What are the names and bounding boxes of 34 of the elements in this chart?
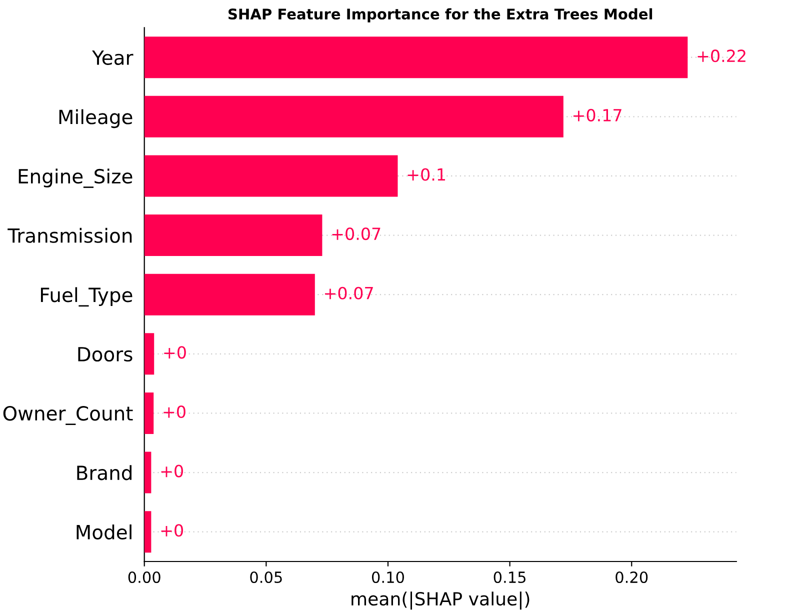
y-tick-label: Brand bbox=[77, 465, 132, 480]
y-tick-label: Fuel_Type bbox=[40, 287, 132, 307]
x-tick-label: 0.05 bbox=[250, 571, 282, 584]
data-label: +0 bbox=[161, 464, 183, 478]
data-label: +0 bbox=[161, 524, 183, 537]
x-axis-title: mean(|SHAP value|) bbox=[352, 592, 530, 610]
data-label: +0 bbox=[164, 405, 186, 418]
bar bbox=[144, 274, 315, 316]
data-label: +0.07 bbox=[332, 228, 380, 240]
data-label: +0.17 bbox=[574, 108, 622, 122]
data-label: +0.22 bbox=[698, 50, 746, 62]
y-tick-label: Transmission bbox=[8, 228, 132, 243]
bar bbox=[144, 155, 398, 197]
bar bbox=[144, 333, 154, 375]
bar bbox=[144, 96, 564, 138]
bar bbox=[144, 392, 154, 434]
y-tick-label: Owner_Count bbox=[3, 406, 133, 426]
x-tick-label: 0.15 bbox=[494, 571, 526, 584]
bar bbox=[144, 452, 152, 494]
bar bbox=[144, 214, 322, 256]
y-tick-label: Engine_Size bbox=[18, 168, 132, 188]
y-tick-label: Mileage bbox=[59, 109, 132, 128]
chart-title: SHAP Feature Importance for the Extra Trees Model bbox=[228, 8, 652, 22]
bar bbox=[144, 511, 152, 553]
y-tick-label: Doors bbox=[78, 347, 132, 362]
data-label: +0.1 bbox=[408, 168, 445, 181]
data-label: +0 bbox=[164, 346, 186, 359]
y-tick-label: Model bbox=[76, 524, 132, 540]
x-tick-label: 0.20 bbox=[616, 571, 648, 584]
y-tick-label: Year bbox=[92, 50, 134, 65]
data-label: +0.07 bbox=[325, 286, 373, 300]
x-tick-label: 0.00 bbox=[128, 571, 160, 584]
x-tick-label: 0.10 bbox=[372, 571, 404, 584]
bar bbox=[144, 36, 688, 78]
